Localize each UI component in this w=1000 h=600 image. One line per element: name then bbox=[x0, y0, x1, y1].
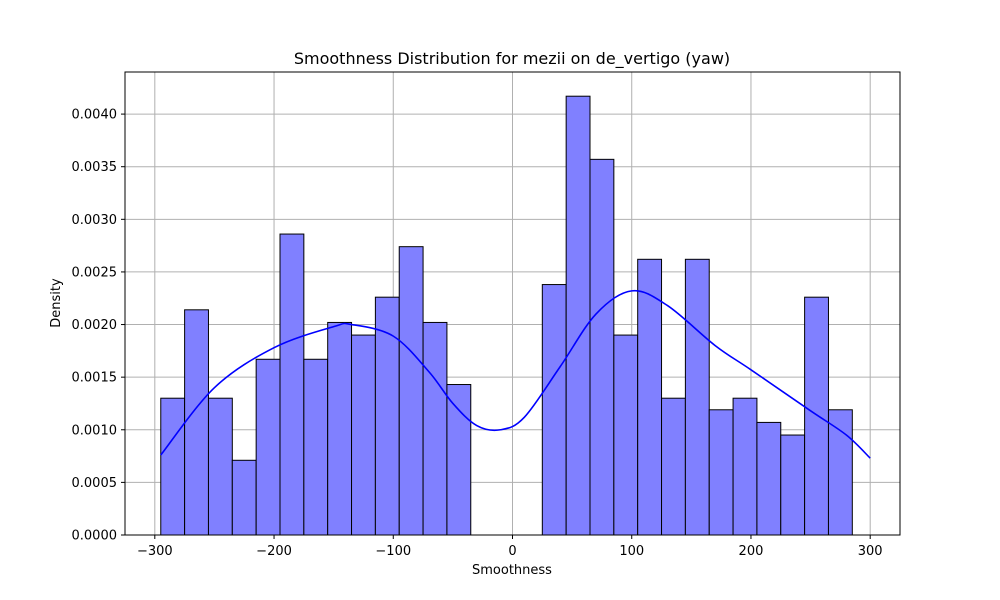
x-tick-label: −300 bbox=[137, 544, 173, 559]
histogram-bar bbox=[780, 434, 806, 536]
y-tick-label: 0.0015 bbox=[72, 371, 118, 386]
histogram-bar bbox=[231, 459, 257, 536]
histogram-bar bbox=[184, 309, 209, 536]
y-tick-label: 0.0000 bbox=[72, 529, 118, 544]
chart-title: Smoothness Distribution for mezii on de_… bbox=[294, 49, 730, 69]
x-tick-label: 200 bbox=[739, 544, 764, 559]
y-axis-ticks: 0.0000 0.0005 0.0010 0.0015 0.0020 0.0025 0.00… bbox=[72, 108, 125, 544]
histogram-bar bbox=[637, 258, 663, 536]
x-axis-label: Smoothness bbox=[472, 563, 552, 578]
histogram-bar bbox=[446, 384, 472, 536]
histogram-bar bbox=[303, 358, 329, 536]
y-tick-label: 0.0005 bbox=[72, 476, 118, 491]
y-tick-label: 0.0040 bbox=[72, 108, 118, 123]
x-tick-label: 100 bbox=[619, 544, 644, 559]
histogram-bar bbox=[351, 334, 376, 536]
histogram-bar bbox=[756, 421, 782, 536]
histogram-bars bbox=[160, 95, 853, 536]
histogram-bar bbox=[255, 358, 281, 536]
histogram-bar bbox=[541, 284, 567, 536]
histogram-bar bbox=[613, 334, 639, 536]
histogram-bar bbox=[827, 409, 853, 536]
x-tick-label: −100 bbox=[375, 544, 411, 559]
histogram-bar bbox=[279, 233, 305, 536]
histogram-bar bbox=[398, 246, 424, 536]
x-tick-label: 0 bbox=[508, 544, 516, 559]
x-tick-label: 300 bbox=[858, 544, 883, 559]
kde-curve bbox=[160, 289, 871, 459]
x-axis-ticks: −300 −200 −100 0 100 200 300 bbox=[137, 535, 883, 559]
y-tick-label: 0.0030 bbox=[72, 213, 118, 228]
histogram-bar bbox=[422, 321, 448, 536]
y-tick-label: 0.0020 bbox=[72, 318, 118, 333]
histogram-bar bbox=[661, 397, 686, 536]
histogram-bar bbox=[327, 321, 353, 536]
y-tick-label: 0.0010 bbox=[72, 423, 118, 438]
histogram-bar bbox=[708, 409, 734, 536]
y-axis-label: Density bbox=[49, 278, 64, 328]
y-tick-label: 0.0025 bbox=[72, 265, 118, 280]
histogram-bar bbox=[160, 397, 186, 536]
histogram-bar bbox=[589, 158, 615, 536]
y-tick-label: 0.0035 bbox=[72, 160, 118, 175]
x-tick-label: −200 bbox=[256, 544, 292, 559]
histogram-bar bbox=[804, 296, 829, 536]
histogram-bar bbox=[684, 258, 710, 536]
histogram-bar bbox=[732, 397, 758, 536]
histogram-bar bbox=[565, 95, 591, 536]
histogram-bar bbox=[207, 397, 233, 536]
